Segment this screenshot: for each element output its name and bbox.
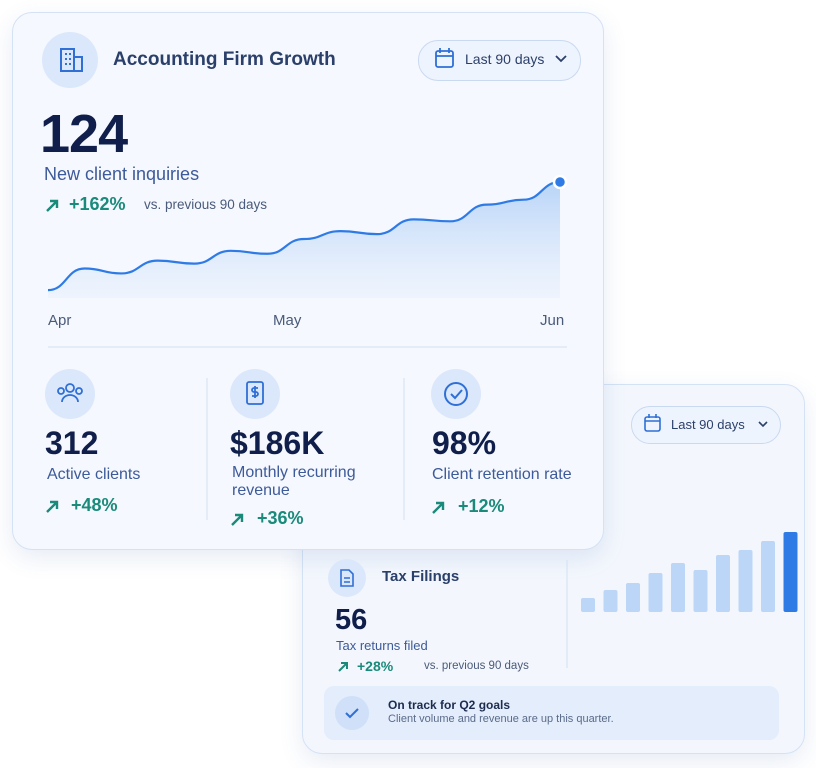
- range-picker[interactable]: [418, 40, 581, 81]
- bar: [603, 590, 618, 612]
- kpi-label: New client inquiries: [44, 164, 200, 184]
- stat-change: +48%: [71, 495, 118, 515]
- stat-value: 98%: [432, 425, 497, 461]
- bar: [581, 598, 595, 612]
- card-title: Accounting Firm Growth: [113, 49, 336, 70]
- check-icon: [345, 708, 359, 719]
- bar: [761, 541, 775, 612]
- arrow-up: [46, 500, 445, 526]
- kpi-value: 56: [335, 604, 368, 636]
- people-icon: [57, 383, 83, 403]
- end-point: [552, 174, 568, 190]
- check-icon: [444, 382, 468, 406]
- stat-change: +36%: [257, 508, 304, 528]
- stat-change: +12%: [458, 496, 505, 516]
- document-icon: [340, 569, 354, 587]
- range-picker[interactable]: [631, 406, 781, 444]
- bar: [783, 532, 798, 612]
- chevron: [758, 421, 768, 428]
- comparison: vs. previous 90 days: [144, 197, 268, 212]
- bar: [738, 550, 753, 612]
- x-label: Jun: [540, 312, 565, 329]
- line: [47, 180, 561, 292]
- bar: [693, 570, 708, 612]
- kpi-change: +28%: [357, 658, 394, 674]
- card-title: Tax Filings: [382, 568, 460, 585]
- kpi-value: 124: [40, 104, 128, 164]
- kpi-label: Tax returns filed: [336, 638, 428, 653]
- arrow-up: [338, 662, 348, 672]
- x-label: May: [273, 312, 302, 329]
- range-text: Last 90 days: [671, 417, 745, 432]
- bar: [626, 583, 640, 612]
- x-label: Apr: [48, 312, 72, 329]
- building-icon: [60, 48, 83, 72]
- stat-label: Active clients: [47, 466, 141, 483]
- kpi-change: +162%: [69, 194, 126, 214]
- bar: [648, 573, 663, 612]
- bar: [671, 563, 685, 612]
- stat-label: Client retention rate: [432, 466, 572, 483]
- stat-label: Monthly recurring revenue: [232, 464, 356, 499]
- icon-bg: [45, 369, 95, 419]
- icon-bg: [431, 369, 481, 419]
- comparison: vs. previous 90 days: [424, 660, 529, 672]
- range-text: Last 90 days: [465, 51, 545, 67]
- banner: [324, 686, 779, 740]
- chevron: [555, 55, 567, 63]
- stat-value: 312: [45, 425, 99, 461]
- invoice-icon: [246, 381, 264, 405]
- stat-value: $186K: [230, 425, 325, 461]
- icon-bg: [335, 696, 369, 730]
- calendar-icon: [644, 414, 661, 432]
- banner-text: Client volume and revenue are up this qu…: [388, 713, 614, 725]
- bar: [716, 555, 730, 612]
- banner-title: On track for Q2 goals: [388, 698, 511, 712]
- calendar-icon: [435, 48, 454, 68]
- arrow-up: [46, 199, 59, 212]
